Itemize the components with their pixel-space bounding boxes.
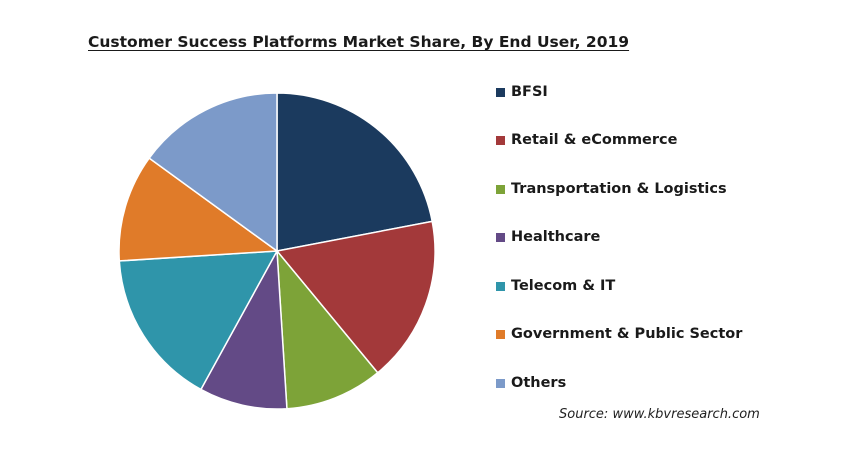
legend-label: Healthcare bbox=[511, 229, 601, 245]
legend-label: Others bbox=[511, 375, 567, 391]
legend-item-transportation-logistics: Transportation & Logistics bbox=[496, 181, 727, 197]
pie-slice-healthcare bbox=[199, 248, 288, 410]
legend-item-government-public-sector: Government & Public Sector bbox=[496, 326, 742, 342]
legend-swatch bbox=[496, 232, 505, 242]
legend-label: Retail & eCommerce bbox=[511, 132, 678, 148]
legend-swatch bbox=[496, 184, 505, 194]
legend-label: BFSI bbox=[511, 84, 548, 100]
legend-swatch bbox=[496, 329, 505, 339]
pie-slice-bfsi bbox=[276, 92, 434, 252]
pie-slice-government-public-sector bbox=[118, 157, 280, 262]
legend-swatch bbox=[496, 281, 505, 291]
legend-item-telecom-it: Telecom & IT bbox=[496, 278, 615, 294]
chart-title: Customer Success Platforms Market Share,… bbox=[88, 33, 630, 51]
legend-label: Government & Public Sector bbox=[511, 326, 743, 342]
legend-item-others: Others bbox=[496, 375, 566, 391]
pie-slice-telecom-it bbox=[118, 250, 279, 391]
legend-label: Transportation & Logistics bbox=[511, 181, 727, 197]
pie-slice-transportation-logistics bbox=[276, 248, 379, 410]
legend-label: Telecom & IT bbox=[511, 278, 616, 294]
legend-swatch bbox=[496, 87, 505, 97]
legend-swatch bbox=[496, 378, 505, 388]
legend-item-retail-ecommerce: Retail & eCommerce bbox=[496, 132, 677, 148]
legend-swatch bbox=[496, 135, 505, 145]
legend-item-bfsi: BFSI bbox=[496, 84, 548, 100]
pie-slice-others bbox=[148, 92, 278, 253]
source-note: Source: www.kbvresearch.com bbox=[559, 407, 760, 422]
pie-slice-retail-ecommerce bbox=[275, 220, 436, 374]
legend-item-healthcare: Healthcare bbox=[496, 229, 600, 245]
